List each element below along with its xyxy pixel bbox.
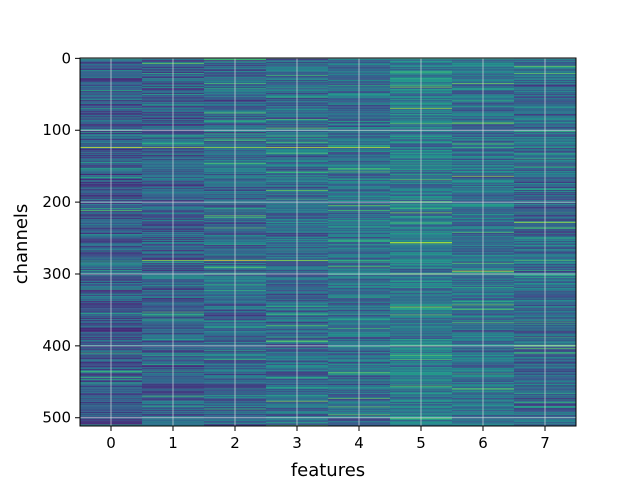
x-tick-label: 3 (292, 434, 302, 452)
plot-frame (79, 57, 577, 427)
heatmap-cells (80, 58, 577, 427)
x-tick-label: 6 (478, 434, 488, 452)
x-tick-label: 5 (416, 434, 426, 452)
x-tick-label: 2 (230, 434, 240, 452)
y-tick-label: 500 (42, 409, 71, 427)
y-tick-label: 100 (42, 121, 71, 139)
x-tick-label: 4 (354, 434, 364, 452)
gridlines (80, 57, 576, 426)
y-axis-ticks: 0 100 200 300 400 500 (42, 49, 80, 427)
x-axis-label: features (291, 460, 365, 480)
x-axis-ticks: 0 1 2 3 4 5 6 7 (106, 426, 550, 452)
y-tick-label: 300 (42, 265, 71, 283)
y-tick-label: 0 (61, 49, 71, 67)
y-axis-label: channels (11, 204, 32, 285)
y-tick-label: 200 (42, 193, 71, 211)
x-tick-label: 0 (106, 434, 116, 452)
x-tick-label: 7 (540, 434, 550, 452)
x-tick-label: 1 (168, 434, 178, 452)
y-tick-label: 400 (42, 337, 71, 355)
